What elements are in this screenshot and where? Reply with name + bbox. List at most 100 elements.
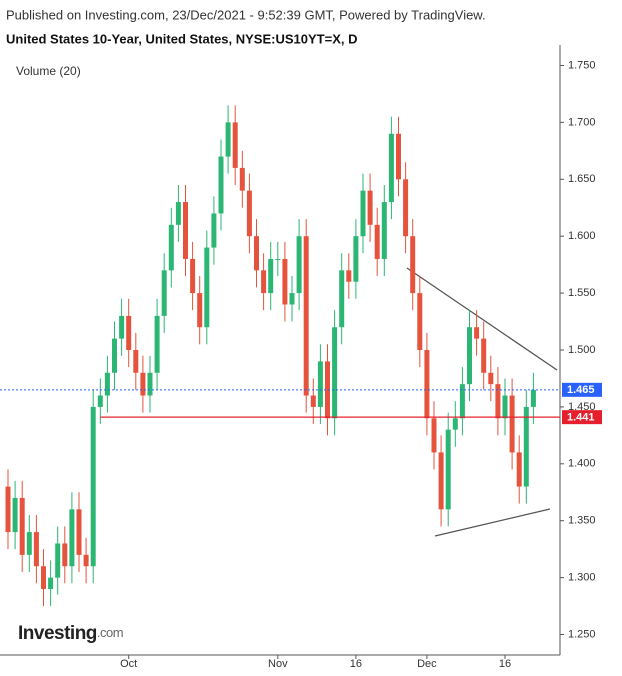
candle-body <box>254 236 259 271</box>
y-tick-label: 1.500 <box>568 344 596 356</box>
candle-body <box>289 293 295 305</box>
y-tick-label: 1.450 <box>568 401 596 413</box>
price-label-box <box>562 382 602 397</box>
x-tick-label: Nov <box>268 658 288 670</box>
x-tick-label: Oct <box>120 658 137 670</box>
candle-body <box>282 258 288 305</box>
candle-body <box>168 224 174 271</box>
candle-body <box>275 258 281 260</box>
candle-body <box>197 293 203 328</box>
candle-body <box>33 532 39 567</box>
y-tick-label: 1.700 <box>568 116 596 128</box>
candle-body <box>367 190 373 225</box>
candle-body <box>190 258 196 294</box>
candle-body <box>481 338 487 373</box>
candle-body <box>388 133 394 203</box>
candle-body <box>509 395 515 453</box>
candle-body <box>374 224 380 259</box>
candle-body <box>410 236 416 294</box>
candle-body <box>317 361 323 407</box>
candle-body <box>55 543 61 578</box>
trendline <box>406 267 558 371</box>
candle-body <box>523 406 529 487</box>
candle-body <box>12 497 18 533</box>
candle-body <box>5 486 11 533</box>
chart-title: United States 10-Year, United States, NY… <box>6 31 357 46</box>
candle-body <box>183 202 188 259</box>
candle-body <box>346 270 352 282</box>
candle-body <box>26 532 32 555</box>
candle-body <box>445 429 451 510</box>
candle-body <box>62 543 68 567</box>
candle-body <box>296 236 302 294</box>
candle-body <box>76 509 82 555</box>
y-tick-label: 1.400 <box>568 458 596 470</box>
candle-body <box>474 327 480 339</box>
candle-body <box>83 554 89 567</box>
published-note: Published on Investing.com, 23/Dec/2021 … <box>6 7 486 22</box>
logo-text: Investing.com <box>18 623 123 644</box>
candle-body <box>204 247 210 328</box>
candle-body <box>502 395 508 419</box>
candle-body <box>310 395 316 407</box>
candle-body <box>495 384 501 419</box>
candle-body <box>225 122 231 157</box>
candle-body <box>90 406 96 567</box>
logo: Investing.com <box>18 623 124 644</box>
candle-body <box>147 372 153 396</box>
candle-body <box>246 190 252 237</box>
candle-body <box>381 202 387 259</box>
volume-label: Volume (20) <box>16 64 81 78</box>
candle-body <box>133 350 139 373</box>
candle-body <box>303 236 309 396</box>
candle-body <box>19 497 25 555</box>
candle-body <box>154 315 160 373</box>
candle-body <box>403 179 409 237</box>
candle-body <box>140 372 146 396</box>
candle-body <box>268 258 274 294</box>
candle-body <box>353 236 359 282</box>
price-label: 1.465 <box>567 384 595 396</box>
candle-body <box>424 350 430 419</box>
candle-body <box>488 372 494 385</box>
y-tick-label: 1.300 <box>568 572 596 584</box>
price-label: 1.441 <box>567 412 595 424</box>
y-tick-label: 1.600 <box>568 230 596 242</box>
candle-body <box>417 293 423 350</box>
candle-body <box>232 122 238 168</box>
trendline <box>434 508 551 537</box>
y-tick-label: 1.550 <box>568 287 596 299</box>
candle-body <box>516 452 522 487</box>
y-tick-label: 1.250 <box>568 628 596 640</box>
candle-body <box>325 361 330 419</box>
candle-body <box>126 315 132 350</box>
candle-body <box>431 418 437 453</box>
candle-body <box>41 566 46 589</box>
candle-body <box>438 452 444 510</box>
y-tick-label: 1.750 <box>568 59 596 71</box>
x-tick-label: Dec <box>417 658 437 670</box>
x-tick-label: 16 <box>350 658 362 670</box>
candle-body <box>467 327 472 385</box>
y-tick-label: 1.650 <box>568 173 596 185</box>
y-tick-label: 1.350 <box>568 515 596 527</box>
candle-body <box>530 389 536 407</box>
candle-body <box>339 270 345 328</box>
candle-body <box>211 213 217 248</box>
candle-body <box>161 270 167 316</box>
candle-body <box>112 338 117 373</box>
candle-body <box>97 395 103 407</box>
x-tick-label: 16 <box>499 658 511 670</box>
candle-body <box>261 270 267 294</box>
candle-body <box>218 156 224 214</box>
candle-body <box>48 577 54 589</box>
candle-body <box>452 418 458 430</box>
candle-body <box>119 315 125 339</box>
candle-body <box>104 372 110 396</box>
candle-body <box>69 509 75 567</box>
candle-body <box>459 384 465 419</box>
candle-body <box>175 202 181 225</box>
candle-body <box>239 167 245 191</box>
candle-body <box>396 133 401 180</box>
